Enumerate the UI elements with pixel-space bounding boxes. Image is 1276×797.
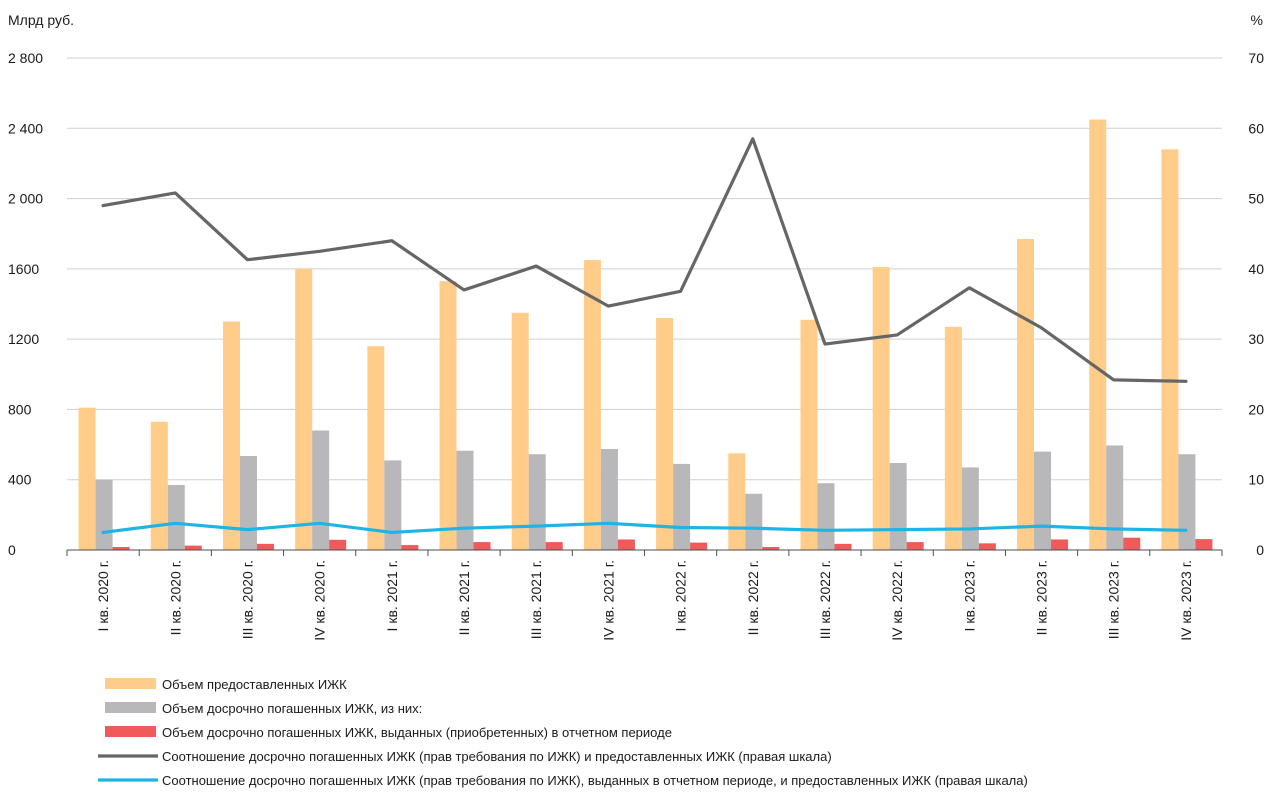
bar-series-1 — [78, 407, 96, 550]
bar-series-1 — [656, 318, 674, 550]
bar-series-2 — [456, 450, 474, 550]
bar-series-3 — [256, 543, 274, 550]
bar-series-2 — [961, 467, 979, 550]
x-tick-label: III кв. 2023 г. — [1106, 560, 1122, 639]
lines — [101, 137, 1188, 535]
legend-label: Объем досрочно погашенных ИЖК, из них: — [162, 701, 422, 716]
bar-series-3 — [906, 542, 924, 550]
y-left-tick-label: 0 — [8, 542, 16, 558]
bar-series-1 — [150, 421, 168, 550]
x-tick-label: I кв. 2021 г. — [384, 560, 400, 631]
grid-lines — [67, 57, 1222, 481]
x-tick-label: II кв. 2021 г. — [456, 560, 472, 635]
bar-series-2 — [95, 479, 113, 550]
bar-series-3 — [545, 542, 563, 550]
y-right-tick-label: 70 — [1248, 50, 1264, 66]
bar-series-1 — [944, 326, 962, 550]
bar-series-3 — [329, 539, 347, 550]
bar-series-2 — [239, 455, 257, 550]
line-series-1 — [101, 137, 1188, 383]
x-tick-label: II кв. 2020 г. — [167, 560, 183, 635]
bar-series-1 — [728, 453, 746, 550]
bar-series-2 — [1178, 454, 1196, 550]
bar-series-1 — [1017, 238, 1035, 550]
legend: Объем предоставленных ИЖК Объем досрочно … — [98, 677, 1028, 788]
bar-series-3 — [834, 543, 852, 550]
y-right-tick-label: 40 — [1248, 261, 1264, 277]
x-tick-label: I кв. 2023 г. — [961, 560, 977, 631]
y-left-axis-label: Млрд руб. — [8, 12, 74, 28]
bar-series-2 — [1034, 451, 1052, 550]
x-tick-label: IV кв. 2022 г. — [889, 560, 905, 641]
y-right-tick-label: 50 — [1248, 191, 1264, 207]
y-right-tick-label: 60 — [1248, 120, 1264, 136]
line-series-2 — [101, 521, 1188, 535]
bar-series-1 — [439, 281, 457, 550]
legend-swatch-bar — [105, 678, 156, 689]
legend-label: Соотношение досрочно погашенных ИЖК (пра… — [162, 749, 832, 764]
y-right-tick-label: 20 — [1248, 401, 1264, 417]
bar-series-1 — [295, 268, 313, 550]
x-tick-label: II кв. 2022 г. — [745, 560, 761, 635]
legend-swatch-bar — [105, 726, 156, 737]
bar-series-2 — [889, 463, 907, 550]
bar-series-2 — [167, 484, 185, 550]
legend-label: Соотношение досрочно погашенных ИЖК (пра… — [162, 773, 1028, 788]
bar-series-2 — [528, 454, 546, 550]
y-left-tick-label: 1200 — [8, 331, 39, 347]
bar-series-3 — [690, 542, 708, 550]
x-tick-label: IV кв. 2021 г. — [600, 560, 616, 641]
x-tick-label: I кв. 2022 г. — [673, 560, 689, 631]
bar-series-3 — [184, 545, 202, 550]
bar-series-3 — [473, 542, 491, 550]
legend-swatch-bar — [105, 702, 156, 713]
y-left-tick-label: 800 — [8, 401, 32, 417]
y-right-tick-label: 10 — [1248, 472, 1264, 488]
bars — [78, 119, 1213, 550]
bar-series-3 — [762, 547, 780, 550]
y-right-tick-label: 0 — [1256, 542, 1264, 558]
bar-series-1 — [222, 321, 240, 550]
bar-series-1 — [800, 319, 818, 550]
y-right-tick-label: 30 — [1248, 331, 1264, 347]
bar-series-2 — [817, 483, 835, 550]
bar-series-2 — [384, 460, 402, 550]
bar-series-2 — [1106, 445, 1124, 550]
x-tick-label: III кв. 2021 г. — [528, 560, 544, 639]
bar-series-3 — [401, 545, 419, 550]
bar-series-1 — [872, 267, 890, 550]
legend-label: Объем досрочно погашенных ИЖК, выданных … — [162, 725, 672, 740]
y-left-tick-label: 2 400 — [8, 120, 43, 136]
y-left-tick-label: 400 — [8, 472, 32, 488]
bar-series-2 — [600, 448, 618, 550]
bar-series-1 — [511, 312, 529, 550]
x-tick-label: IV кв. 2023 г. — [1178, 560, 1194, 641]
bar-series-3 — [978, 543, 996, 550]
bar-series-1 — [583, 260, 601, 550]
legend-label: Объем предоставленных ИЖК — [162, 677, 347, 692]
bar-series-3 — [1051, 539, 1069, 550]
bar-series-2 — [312, 430, 330, 550]
y-left-tick-label: 1600 — [8, 261, 39, 277]
y-left-tick-label: 2 800 — [8, 50, 43, 66]
y-left-tick-label: 2 000 — [8, 191, 43, 207]
bar-series-1 — [1161, 149, 1179, 550]
x-tick-label: II кв. 2023 г. — [1034, 560, 1050, 635]
x-tick-label: III кв. 2020 г. — [239, 560, 255, 639]
x-tick-label: III кв. 2022 г. — [817, 560, 833, 639]
bar-series-3 — [112, 547, 130, 550]
bar-series-1 — [367, 346, 385, 550]
y-right-axis-label: % — [1251, 12, 1263, 28]
bar-series-3 — [617, 539, 635, 550]
x-tick-label: IV кв. 2020 г. — [312, 560, 328, 641]
bar-series-3 — [1123, 537, 1141, 550]
bar-series-2 — [745, 493, 763, 550]
x-tick-label: I кв. 2020 г. — [95, 560, 111, 631]
bar-series-3 — [1195, 539, 1213, 550]
bar-series-1 — [1089, 119, 1107, 550]
bar-series-2 — [673, 463, 691, 550]
